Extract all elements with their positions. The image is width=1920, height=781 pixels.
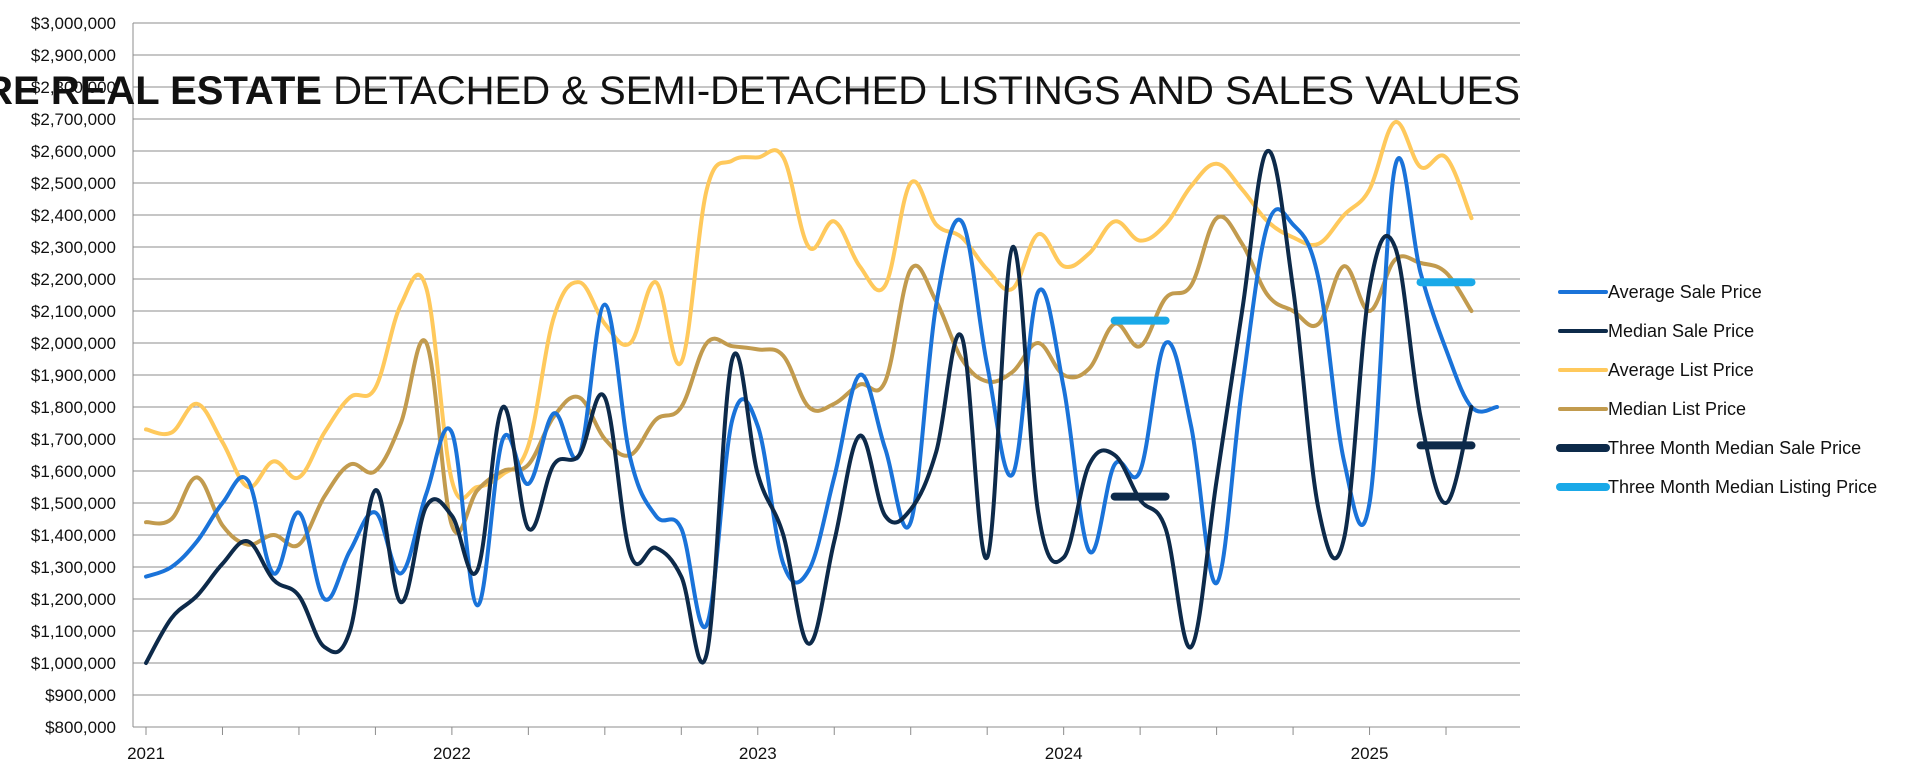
chart-title-bold: CANMORE REAL ESTATE xyxy=(0,69,322,113)
y-tick-label: $2,500,000 xyxy=(31,174,116,193)
chart-title-rest: DETACHED & SEMI-DETACHED LISTINGS AND SA… xyxy=(322,69,1520,113)
y-tick-label: $1,500,000 xyxy=(31,494,116,513)
y-tick-label: $1,200,000 xyxy=(31,590,116,609)
y-axis: $3,000,000 $2,900,000 $2,800,000 $2,700,000… xyxy=(31,14,116,737)
y-tick-label: $2,000,000 xyxy=(31,334,116,353)
legend-item-median-sale-price: Median Sale Price xyxy=(1558,321,1754,341)
y-tick-label: $2,300,000 xyxy=(31,238,116,257)
legend-label: Median List Price xyxy=(1608,399,1746,419)
legend-item-average-list-price: Average List Price xyxy=(1558,360,1754,380)
series-line-average-list-price xyxy=(144,120,1474,501)
y-tick-label: $2,900,000 xyxy=(31,46,116,65)
x-tick-label: 2021 xyxy=(127,744,165,763)
y-tick-label: $2,700,000 xyxy=(31,110,116,129)
legend-label: Median Sale Price xyxy=(1608,321,1754,341)
legend-item-median-list-price: Median List Price xyxy=(1558,399,1746,419)
y-tick-label: $800,000 xyxy=(45,718,116,737)
x-tick-label: 2024 xyxy=(1045,744,1083,763)
series-line-average-sale-price xyxy=(144,156,1499,630)
legend-item-average-sale-price: Average Sale Price xyxy=(1558,282,1762,302)
y-tick-label: $1,000,000 xyxy=(31,654,116,673)
legend-label: Three Month Median Listing Price xyxy=(1608,477,1877,497)
y-tick-label: $2,400,000 xyxy=(31,206,116,225)
x-tick-label: 2023 xyxy=(739,744,777,763)
legend-item-three-month-median-sale-price: Three Month Median Sale Price xyxy=(1556,438,1861,458)
y-tick-label: $3,000,000 xyxy=(31,14,116,33)
series-lines xyxy=(144,120,1499,665)
y-tick-label: $900,000 xyxy=(45,686,116,705)
y-tick-label: $2,800,000 xyxy=(31,78,116,97)
y-tick-label: $1,800,000 xyxy=(31,398,116,417)
y-tick-label: $2,600,000 xyxy=(31,142,116,161)
legend-label: Average List Price xyxy=(1608,360,1754,380)
series-line-median-list-price xyxy=(144,214,1474,549)
y-tick-label: $1,900,000 xyxy=(31,366,116,385)
legend-label: Three Month Median Sale Price xyxy=(1608,438,1861,458)
series-line-median-sale-price xyxy=(144,149,1474,665)
y-tick-label: $2,100,000 xyxy=(31,302,116,321)
y-tick-label: $1,300,000 xyxy=(31,558,116,577)
gridlines xyxy=(133,22,1520,728)
legend: Average Sale Price Median Sale Price Avera… xyxy=(1556,282,1877,497)
x-tick-label: 2022 xyxy=(433,744,471,763)
chart-title: CANMORE REAL ESTATE DETACHED & SEMI-DETA… xyxy=(0,69,1520,113)
legend-label: Average Sale Price xyxy=(1608,282,1762,302)
legend-item-three-month-median-listing-price: Three Month Median Listing Price xyxy=(1556,477,1877,497)
x-axis: 2021 2022 2023 2024 2025 xyxy=(127,23,1447,763)
x-tick-label: 2025 xyxy=(1351,744,1389,763)
y-tick-label: $2,200,000 xyxy=(31,270,116,289)
y-tick-label: $1,400,000 xyxy=(31,526,116,545)
y-tick-label: $1,100,000 xyxy=(31,622,116,641)
y-tick-label: $1,600,000 xyxy=(31,462,116,481)
y-tick-label: $1,700,000 xyxy=(31,430,116,449)
